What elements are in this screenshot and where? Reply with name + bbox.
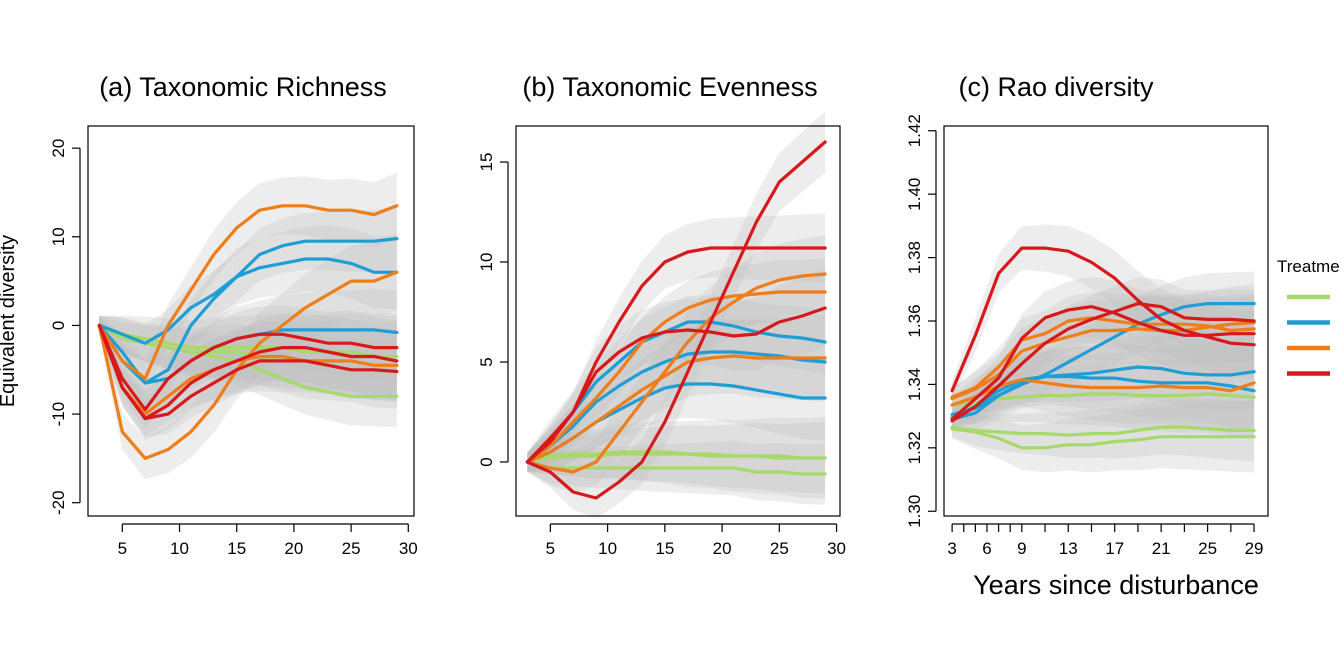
series-line-orange [97,323,399,416]
x-tick-label: 13 [1059,539,1078,558]
x-tick-label: 3 [947,539,956,558]
series-line-orange [525,272,827,474]
series-line-red [950,302,1256,423]
x-tick-label: 30 [827,539,846,558]
series-line-green [525,460,827,476]
y-tick-label: -10 [49,402,68,427]
x-axis-label: Years since disturbance [973,570,1259,600]
confidence-band [527,294,826,472]
series-line-orange [525,354,827,464]
confidence-band [527,111,826,518]
x-tick-label: 10 [170,539,189,558]
confidence-band [952,355,1255,439]
panel-title: (b) Taxonomic Evenness [522,72,817,102]
confidence-band [99,315,397,438]
confidence-band [527,235,826,493]
series-line-orange [97,204,399,381]
y-tick-label: 15 [477,153,496,172]
panel-title: (a) Taxonomic Richness [99,72,387,102]
series-line-red [97,323,399,412]
confidence-band [99,305,397,430]
panel-rao-diversity: 3 6 9 13 17 21 25 29 1.30 1.32 1.34 1.36 1.38 1.40 1.4… [905,72,1269,600]
series-line-orange [525,290,827,464]
y-tick-label: 1.34 [905,368,924,401]
confidence-band [527,348,826,472]
series-line-red [525,140,827,500]
x-tick-label: 25 [1198,539,1217,558]
plot-frame [943,125,1269,517]
x-tick-label: 30 [399,539,418,558]
series-line-blue [950,365,1256,420]
y-tick-label: 1.36 [905,304,924,337]
x-tick-label: 15 [655,539,674,558]
series-line-orange [950,316,1256,399]
y-tick-label: 10 [477,253,496,272]
x-tick-label: 20 [713,539,732,558]
plot-frame [515,125,841,517]
series-line-green [525,450,827,464]
x-tick-label: 9 [1017,539,1026,558]
y-tick-label: 1.40 [905,178,924,211]
panel-taxonomic-evenness: 5 10 15 20 25 30 0 5 10 15 (b) Taxonomic Evenness [477,72,846,558]
x-tick-label: 29 [1245,539,1264,558]
legend: Treatme [1277,257,1340,376]
confidence-band [952,292,1255,407]
panel-taxonomic-richness: 5 10 15 20 25 30 -20 -10 0 10 20 (a) Taxonomic Ric… [0,72,418,558]
series-line-green [950,425,1256,437]
confidence-band [527,258,826,472]
y-tick-label: 1.30 [905,495,924,528]
series-line-orange [950,378,1256,407]
confidence-band [527,422,826,494]
y-axis-label: Equivalent diversity [0,235,19,407]
x-tick-label: 10 [598,539,617,558]
confidence-band [527,213,826,472]
legend-title: Treatme [1277,257,1340,276]
series-line-red [950,305,1256,421]
x-tick-label: 6 [982,539,991,558]
y-tick-label: 0 [477,457,496,466]
plot-frame [87,125,415,517]
series-line-red [97,323,399,421]
confidence-band [99,172,397,398]
x-tick-label: 25 [342,539,361,558]
confidence-band [527,268,826,472]
x-tick-label: 15 [227,539,246,558]
y-tick-label: 10 [49,227,68,246]
x-tick-label: 5 [118,539,127,558]
series-line-red [525,306,827,464]
x-tick-label: 17 [1105,539,1124,558]
y-tick-label: -20 [49,490,68,515]
series-line-blue [97,237,399,345]
series-line-green [950,392,1256,407]
series-line-blue [950,374,1256,421]
y-tick-label: 1.38 [905,241,924,274]
y-tick-label: 1.32 [905,431,924,464]
y-tick-label: 20 [49,139,68,158]
confidence-band [99,315,397,437]
confidence-band [952,224,1255,401]
x-tick-label: 20 [284,539,303,558]
x-tick-label: 21 [1152,539,1171,558]
x-tick-label: 25 [770,539,789,558]
confidence-band [527,417,826,499]
confidence-band [952,400,1255,473]
y-tick-label: 0 [49,321,68,330]
x-tick-label: 5 [546,539,555,558]
y-tick-label: 1.42 [905,114,924,147]
y-tick-label: 5 [477,357,496,366]
confidence-band [952,399,1255,462]
series-line-green [950,427,1256,450]
panel-title: (c) Rao diversity [958,72,1154,102]
